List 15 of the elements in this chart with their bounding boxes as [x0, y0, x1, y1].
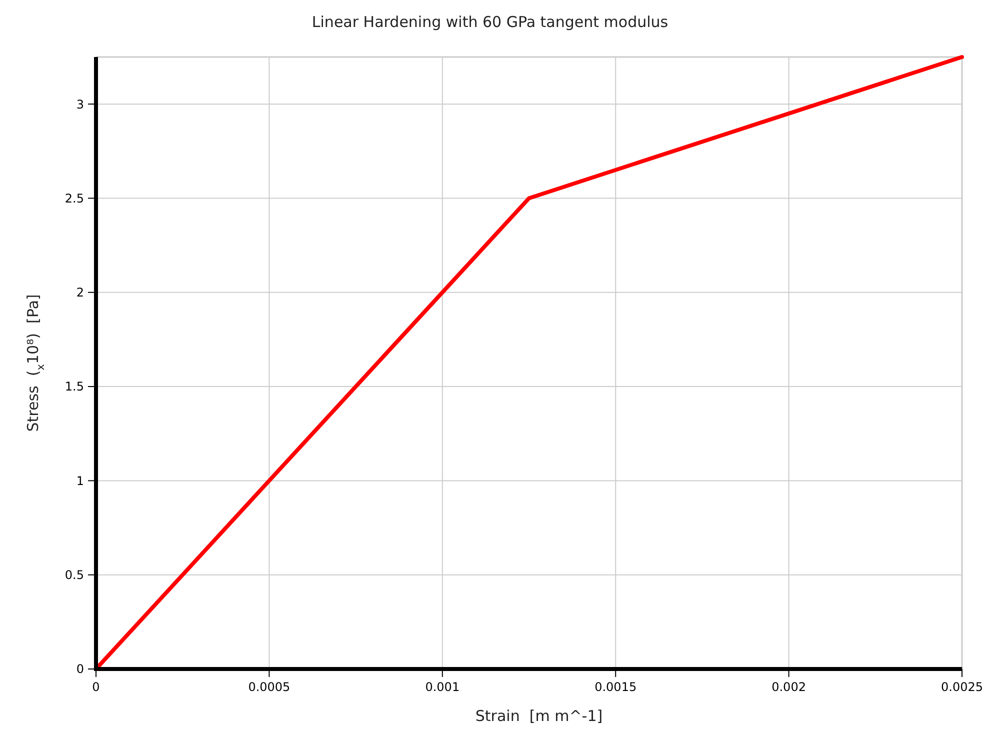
y-tick-label: 1: [76, 474, 84, 488]
y-tick-label: 3: [76, 97, 84, 112]
x-tick-label: 0.0005: [248, 680, 290, 694]
y-tick-label: 2.5: [64, 191, 84, 206]
x-tick-label: 0.002: [772, 680, 806, 694]
y-tick-label: 0.5: [64, 568, 84, 582]
y-tick-label: 1.5: [64, 380, 84, 394]
chart-title: Linear Hardening with 60 GPa tangent modulus: [312, 13, 668, 31]
x-tick-label: 0.0025: [941, 680, 983, 694]
x-tick-label: 0.0015: [594, 680, 637, 694]
x-tick-label: 0: [92, 680, 100, 694]
x-axis-title: Strain [m m^-1]: [475, 707, 603, 725]
y-tick-label: 2: [76, 286, 84, 300]
y-tick-label: 0: [76, 662, 84, 676]
x-tick-label: 0.001: [425, 680, 460, 694]
